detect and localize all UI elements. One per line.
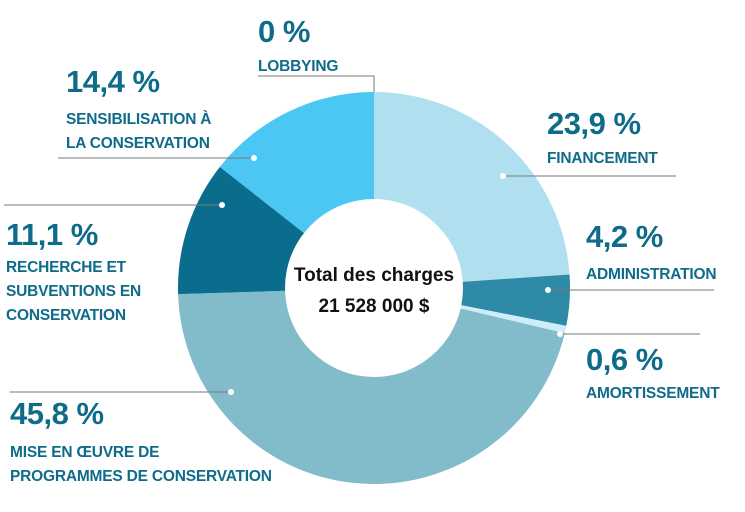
slice-labels-group: 23,9 % FINANCEMENT 4,2 % ADMINISTRATION 0,6 … [6,14,720,485]
slice-percent-label-5: 14,4 % [66,64,160,99]
slice-percent-label-6: 0 % [258,14,310,49]
slice-category-label-0-0: FINANCEMENT [547,150,658,167]
leader-dot-2 [557,331,563,337]
slice-category-label-1-0: ADMINISTRATION [586,266,716,283]
slice-percent-label-0: 23,9 % [547,106,641,141]
center-label-total: 21 528 000 $ [319,296,430,317]
leader-dot-0 [500,173,506,179]
leader-dot-5 [251,155,257,161]
slice-category-label-3-0: MISE EN ŒUVRE DE [10,444,159,461]
slice-category-label-5-0: SENSIBILISATION À [66,111,211,128]
slice-percent-label-3: 45,8 % [10,396,104,431]
leader-dot-4 [219,202,225,208]
donut-hole [285,199,463,377]
slice-percent-label-4: 11,1 % [6,217,98,252]
slice-category-label-6-0: LOBBYING [258,58,338,75]
center-label-line1: Total des charges [294,265,454,286]
leader-dot-1 [545,287,551,293]
slice-category-label-4-0: RECHERCHE ET [6,259,127,276]
leader-dot-3 [228,389,234,395]
leader-lines-group [4,75,714,395]
slice-percent-label-2: 0,6 % [586,342,663,377]
leader-line-6 [258,75,375,92]
slice-3 [178,288,565,484]
slice-category-label-3-1: PROGRAMMES DE CONSERVATION [10,468,272,485]
slice-category-label-4-1: SUBVENTIONS EN [6,283,141,300]
slice-category-label-4-2: CONSERVATION [6,307,126,324]
slice-percent-label-1: 4,2 % [586,219,663,254]
slice-category-label-2-0: AMORTISSEMENT [586,385,720,402]
slice-category-label-5-1: LA CONSERVATION [66,135,210,152]
